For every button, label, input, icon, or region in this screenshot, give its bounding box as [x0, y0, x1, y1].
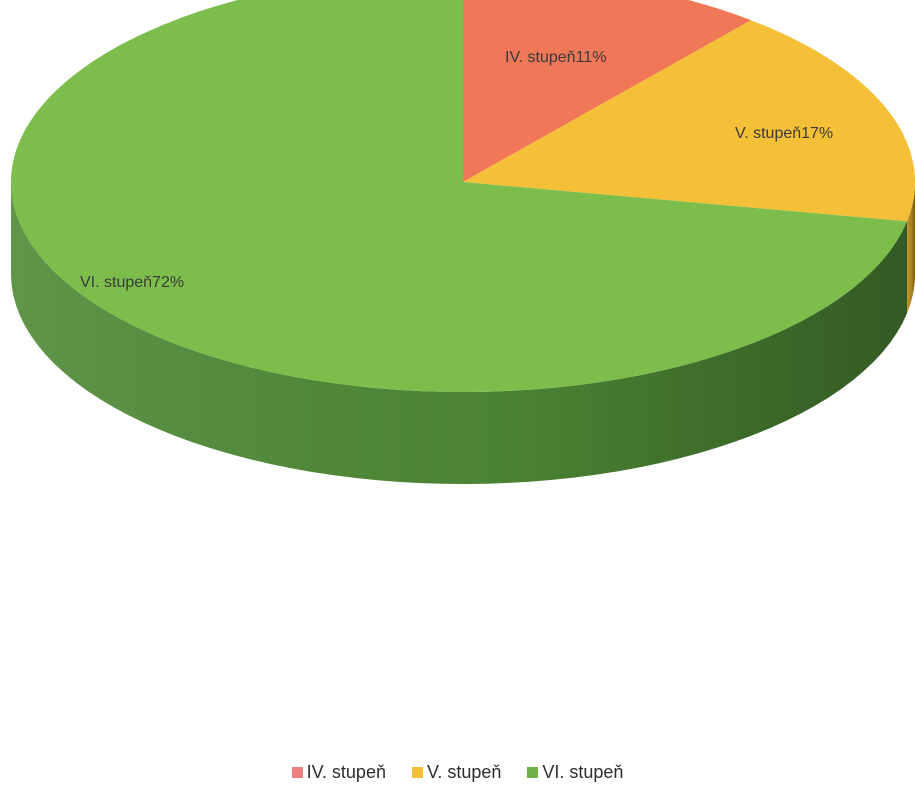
pie-sides [11, 182, 915, 484]
pie-side-shade-v [906, 182, 915, 314]
legend-swatch-v [411, 767, 423, 778]
legend-label-vi: VI. stupeň [542, 762, 624, 782]
legend-swatch-iv [291, 767, 303, 778]
legend-item-vi: VI. stupeň [527, 762, 623, 783]
pie-labels: IV. stupeň11% V. stupeň17% VI. stupeň72% [80, 49, 833, 291]
legend-label-iv: IV. stupeň [306, 762, 386, 782]
legend-label-v: V. stupeň [426, 762, 502, 782]
pie-slice-v [463, 20, 915, 222]
legend-item-v: V. stupeň [411, 762, 502, 783]
pie-slice-vi [11, 0, 907, 392]
pie-tops [11, 0, 915, 392]
data-label-vi: VI. stupeň72% [80, 274, 184, 291]
data-label-v: V. stupeň17% [735, 125, 833, 142]
legend-item-iv: IV. stupeň [291, 762, 386, 783]
legend-swatch-vi [527, 767, 539, 778]
pie-slice-iv [463, 0, 752, 182]
pie-side-shade-vi [11, 182, 907, 484]
data-label-iv: IV. stupeň11% [505, 49, 606, 66]
legend: IV. stupeň V. stupeň VI. stupeň [0, 762, 915, 783]
